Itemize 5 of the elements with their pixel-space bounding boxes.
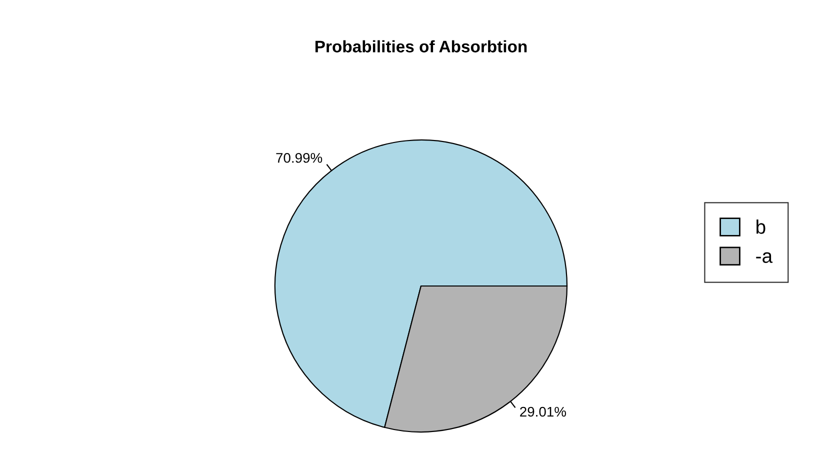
legend-label: -a xyxy=(756,252,773,263)
chart-title: Probabilities of Absorbtion xyxy=(315,40,527,52)
data-label: 70.99% xyxy=(276,152,322,163)
data-label: 29.01% xyxy=(520,406,566,417)
legend-label: b xyxy=(756,220,766,234)
